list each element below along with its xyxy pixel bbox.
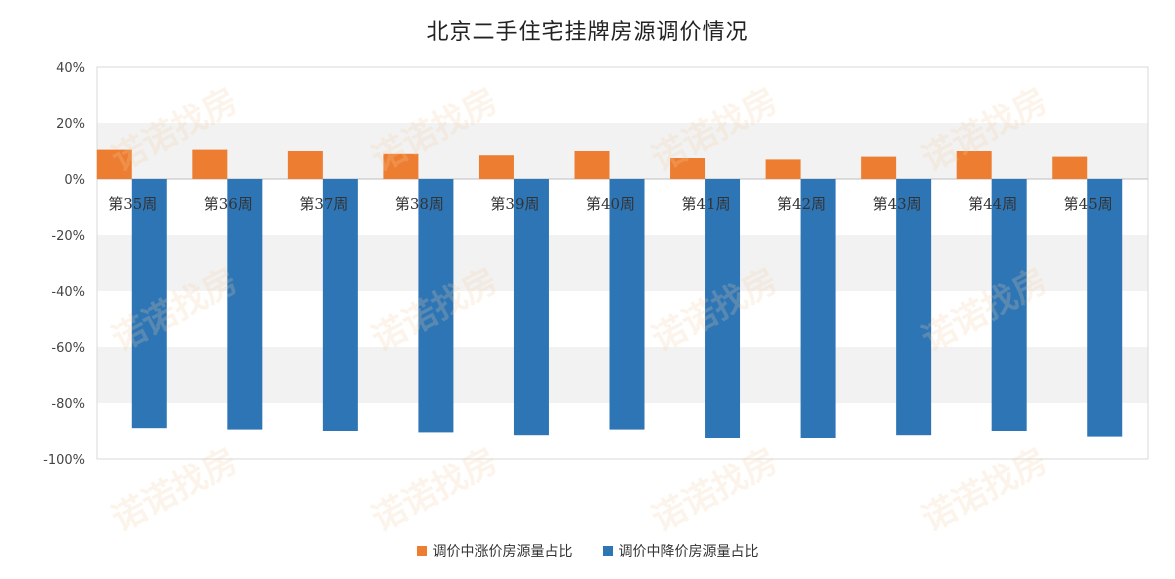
bar-fall [800, 179, 836, 438]
x-tick-label: 第40周 [586, 195, 635, 213]
x-tick-label: 第42周 [777, 195, 826, 213]
x-tick-label: 第39周 [490, 195, 539, 213]
bar-fall [227, 179, 263, 430]
y-tick-label: -100% [43, 453, 85, 468]
y-tick-label: -20% [51, 229, 85, 244]
plot-border [96, 66, 1149, 460]
tick-labels: 40% 20% 0% -20% -40% -60% -80% -100% 第35周 第36周 第37… [43, 61, 1113, 468]
x-tick-label: 第43周 [873, 195, 922, 213]
bar-rise [765, 159, 801, 179]
chart-title: 北京二手住宅挂牌房源调价情况 [426, 20, 749, 45]
legend-item-fall: 调价中降价房源量占比 [602, 541, 759, 561]
bar-rise [192, 149, 228, 179]
bar-fall [705, 179, 741, 438]
bar-rise [478, 155, 514, 179]
bar-rise [670, 158, 706, 179]
grid-band [97, 67, 1148, 123]
y-tick-label: -40% [51, 285, 85, 300]
legend-label-fall: 调价中降价房源量占比 [618, 544, 759, 560]
bar-rise [383, 153, 419, 179]
x-tick-label: 第35周 [108, 195, 157, 213]
x-tick-label: 第36周 [204, 195, 253, 213]
legend-label-rise: 调价中涨价房源量占比 [432, 544, 573, 560]
bar-fall [418, 179, 454, 433]
legend: 调价中涨价房源量占比 调价中降价房源量占比 [0, 541, 1175, 561]
bar-rise [287, 151, 323, 179]
x-tick-label: 第41周 [681, 195, 730, 213]
y-tick-label: -60% [51, 341, 85, 356]
y-tick-label: 20% [56, 117, 85, 132]
x-tick-label: 第44周 [968, 195, 1017, 213]
bar-fall [896, 179, 932, 436]
legend-item-rise: 调价中涨价房源量占比 [416, 541, 573, 561]
y-tick-label: 0% [64, 173, 85, 188]
y-tick-label: -80% [51, 397, 85, 412]
bar-rise [956, 151, 992, 179]
x-tick-label: 第38周 [395, 195, 444, 213]
bar-fall [1087, 179, 1123, 437]
bar-rise [861, 156, 897, 179]
bar-fall [513, 179, 549, 436]
bar-fall [322, 179, 358, 431]
bar-fall [991, 179, 1027, 431]
bars [96, 149, 1123, 438]
bar-fall [609, 179, 645, 430]
x-tick-label: 第37周 [299, 195, 348, 213]
bar-fall [131, 179, 167, 429]
x-tick-label: 第45周 [1064, 195, 1113, 213]
bar-rise [574, 151, 610, 179]
bar-rise [1052, 156, 1088, 179]
bar-rise [96, 149, 132, 179]
legend-swatch-rise [416, 546, 427, 556]
y-tick-label: 40% [56, 61, 85, 76]
legend-swatch-fall [602, 546, 613, 556]
